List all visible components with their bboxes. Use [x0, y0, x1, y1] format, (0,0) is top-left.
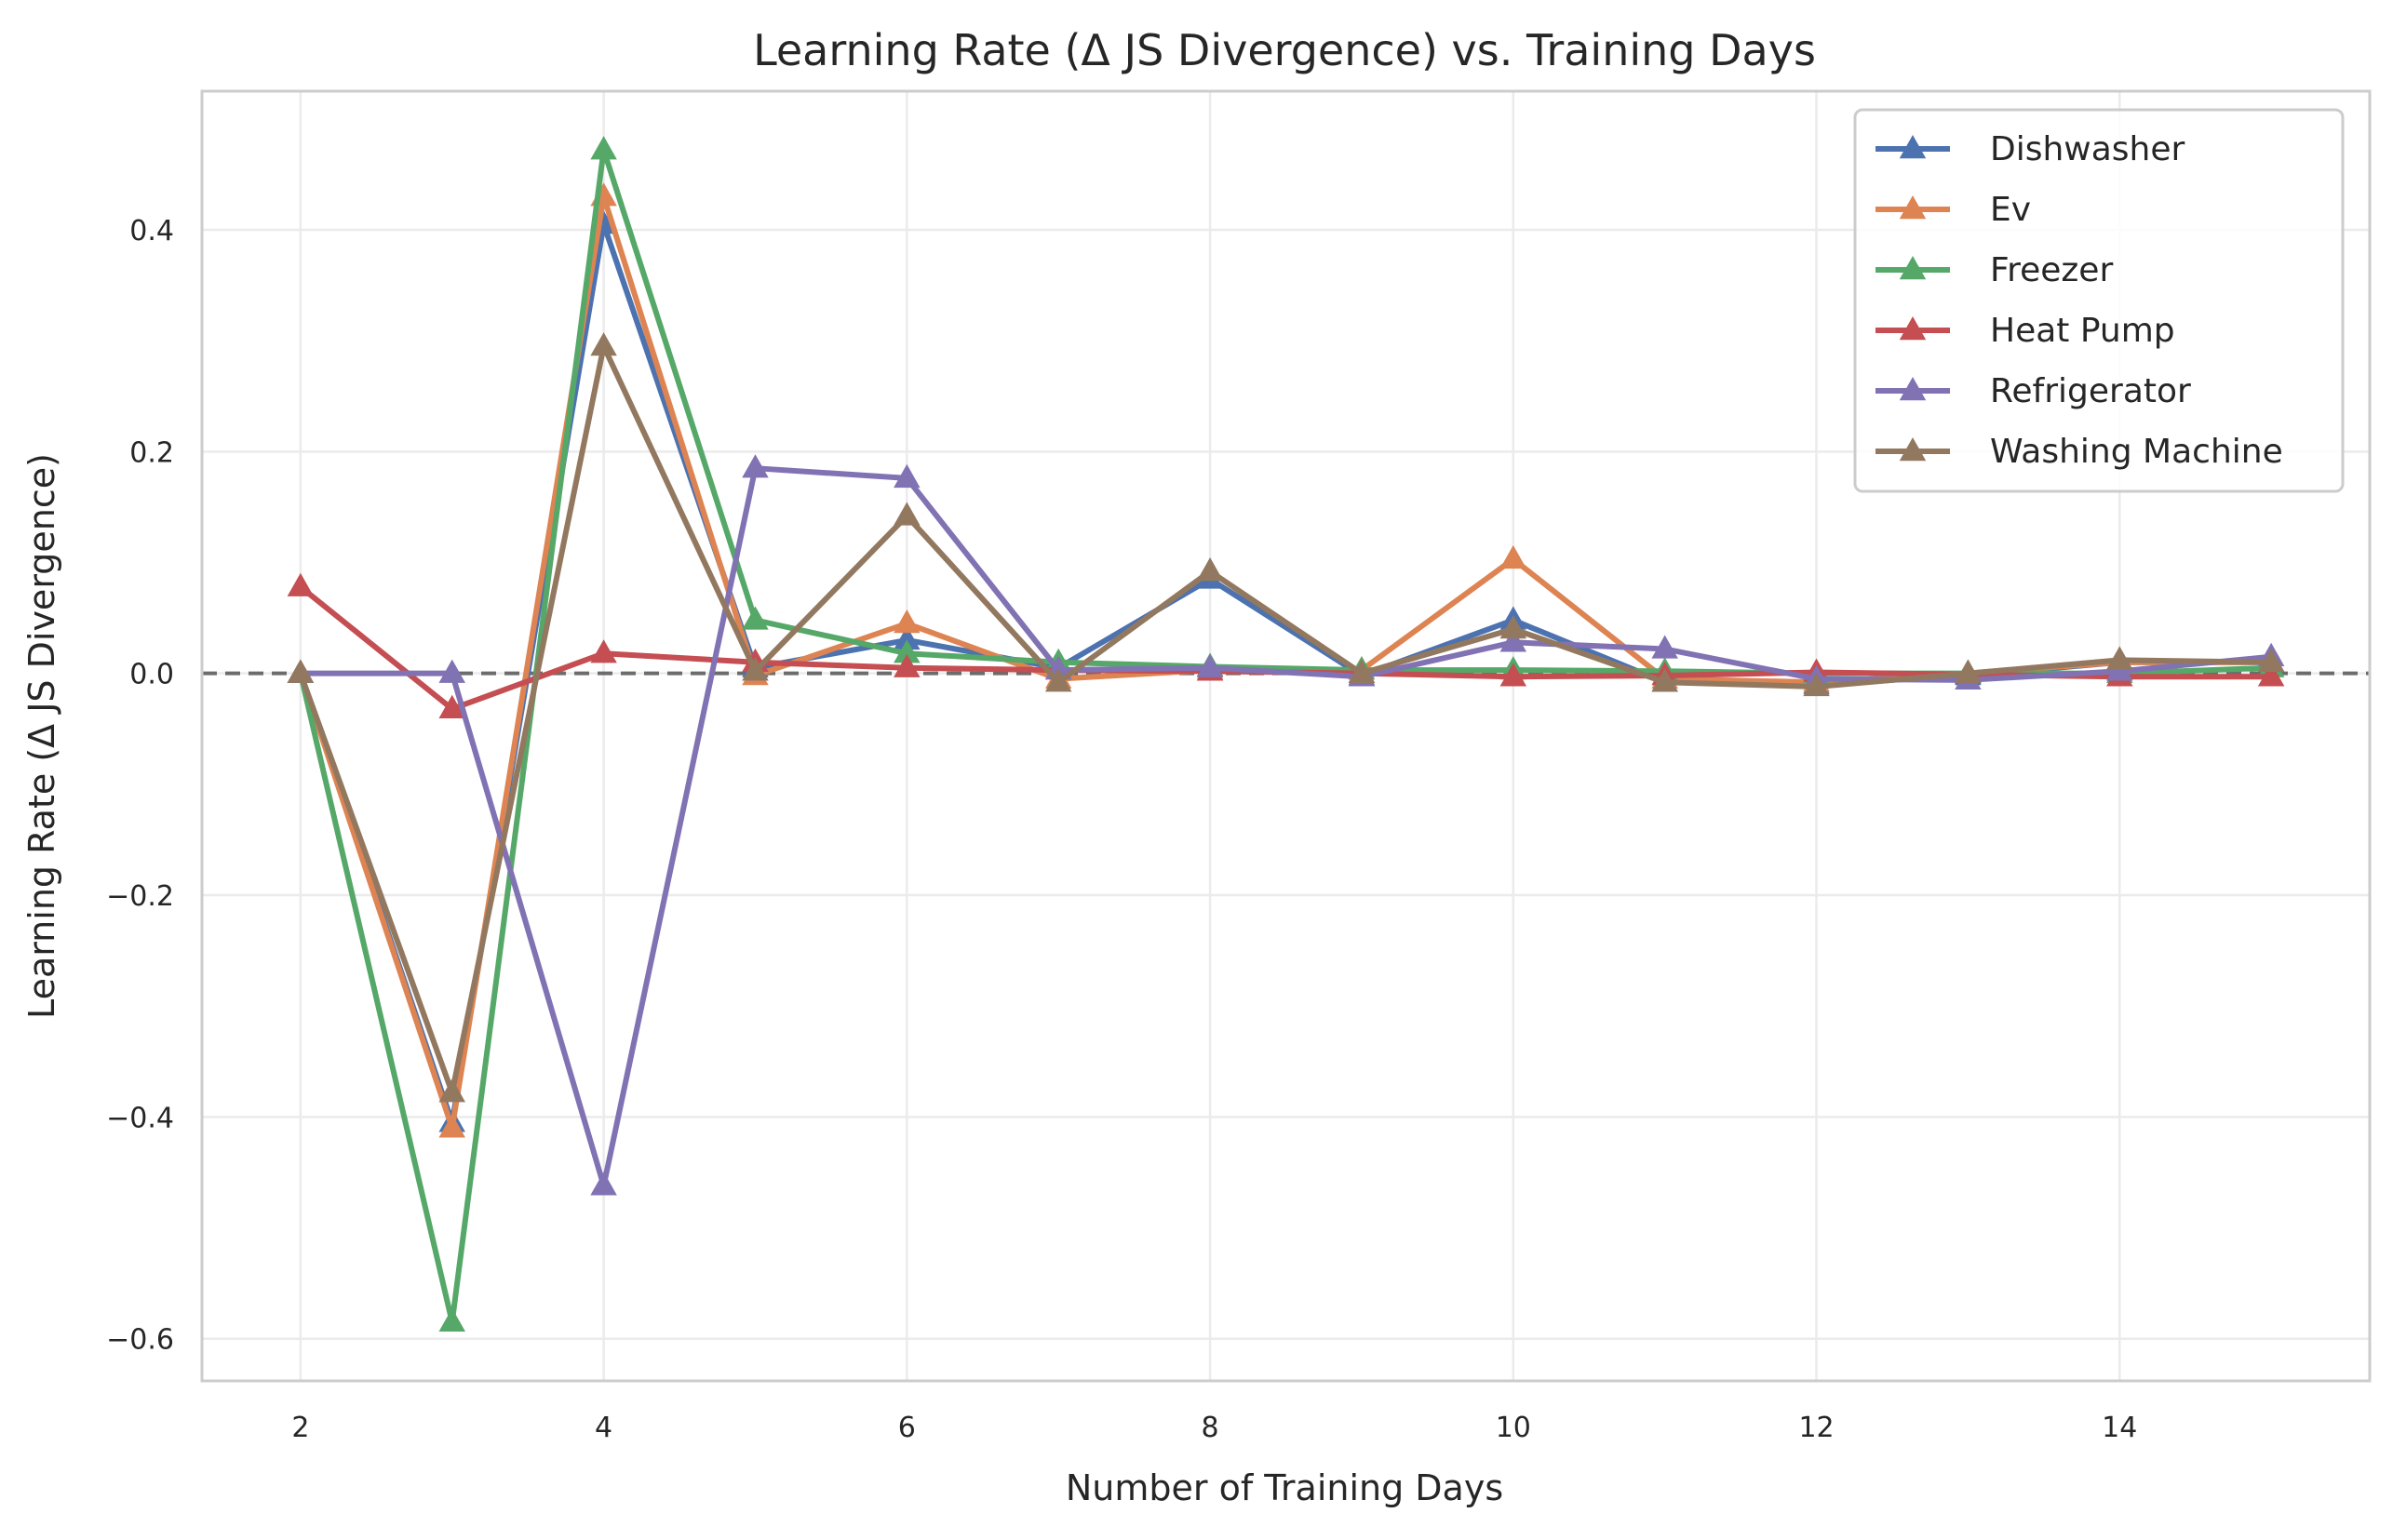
data-point-heat-pump: [894, 653, 921, 677]
data-point-washing-machine: [894, 502, 921, 526]
data-point-freezer: [590, 136, 617, 160]
series-line-heat-pump: [297, 583, 2275, 712]
legend-swatch-marker: [1899, 437, 1927, 462]
data-point-washing-machine: [1955, 659, 1982, 683]
x-tick-label: 12: [1798, 1412, 1834, 1444]
data-point-washing-machine: [1044, 668, 1072, 692]
y-tick-label: −0.2: [106, 880, 174, 913]
data-point-washing-machine: [2106, 646, 2133, 670]
legend-item-washing-machine: Washing Machine: [1875, 433, 2283, 471]
series-heat-pump: [287, 572, 2285, 719]
legend-item-refrigerator: Refrigerator: [1875, 372, 2191, 410]
x-axis-label: Number of Training Days: [1066, 1467, 1503, 1508]
x-tick-label: 4: [595, 1412, 612, 1444]
x-tick-label: 8: [1202, 1412, 1219, 1444]
x-tick-label: 10: [1496, 1412, 1531, 1444]
data-point-freezer: [438, 1307, 465, 1332]
series-refrigerator: [287, 454, 2285, 1196]
legend-label: Washing Machine: [1990, 433, 2283, 471]
legend-box: [1853, 108, 2345, 493]
y-tick-label: −0.4: [106, 1102, 174, 1134]
series-layer: [287, 136, 2285, 1332]
data-point-refrigerator: [1196, 653, 1224, 677]
legend-label: Refrigerator: [1990, 372, 2191, 410]
data-point-heat-pump: [438, 694, 465, 719]
x-tick-label: 6: [898, 1412, 916, 1444]
data-point-washing-machine: [438, 1078, 465, 1103]
y-tick-labels: −0.6 −0.4 −0.2 0.0 0.2 0.4: [106, 215, 174, 1357]
data-point-washing-machine: [287, 659, 315, 683]
data-point-washing-machine: [590, 332, 617, 356]
data-point-washing-machine: [742, 657, 769, 681]
data-point-dishwasher: [894, 625, 921, 650]
y-tick-label: −0.6: [106, 1324, 174, 1357]
legend-swatch-marker: [1899, 195, 1927, 220]
y-tick-label: 0.4: [129, 215, 174, 248]
data-point-refrigerator: [1651, 635, 1678, 659]
legend-item-freezer: Freezer: [1875, 251, 2113, 289]
data-point-washing-machine: [1651, 668, 1678, 692]
legend-item-ev: Ev: [1875, 191, 2031, 229]
legend-swatch-marker: [1899, 377, 1927, 401]
legend-swatch-marker: [1899, 256, 1927, 280]
y-axis-label: Learning Rate (Δ JS Divergence): [21, 453, 62, 1019]
legend-item-heat-pump: Heat Pump: [1875, 312, 2175, 350]
legend-label: Freezer: [1990, 251, 2113, 289]
y-tick-label: 0.0: [129, 659, 174, 691]
data-point-refrigerator: [742, 454, 769, 478]
legend-label: Dishwasher: [1990, 130, 2185, 168]
legend: Dishwasher Ev Freezer Heat Pump Refrigerator…: [1853, 108, 2345, 493]
legend-item-dishwasher: Dishwasher: [1875, 130, 2185, 168]
data-point-heat-pump: [2257, 663, 2285, 687]
data-point-washing-machine: [1499, 614, 1527, 639]
data-point-ev: [894, 609, 921, 634]
data-point-freezer: [742, 606, 769, 630]
legend-label: Ev: [1990, 191, 2031, 229]
data-point-heat-pump: [590, 639, 617, 663]
y-tick-label: 0.2: [129, 436, 174, 469]
data-point-washing-machine: [2257, 648, 2285, 672]
x-tick-label: 14: [2102, 1412, 2137, 1444]
data-point-washing-machine: [1196, 557, 1224, 582]
chart-title: Learning Rate (Δ JS Divergence) vs. Trai…: [753, 25, 1816, 75]
x-tick-labels: 2 4 6 8 10 12 14: [291, 1412, 2137, 1444]
x-tick-label: 2: [291, 1412, 309, 1444]
legend-swatch-marker: [1899, 316, 1927, 341]
series-line-washing-machine: [297, 343, 2275, 1096]
legend-swatch-marker: [1899, 135, 1927, 159]
data-point-heat-pump: [287, 572, 315, 596]
data-point-heat-pump: [1499, 663, 1527, 687]
data-point-ev: [438, 1114, 465, 1138]
data-point-ev: [1499, 544, 1527, 569]
data-point-washing-machine: [1803, 672, 1830, 697]
data-point-refrigerator: [894, 463, 921, 489]
data-point-refrigerator: [1499, 628, 1527, 652]
data-point-refrigerator: [590, 1172, 617, 1196]
data-point-washing-machine: [1348, 659, 1376, 683]
data-point-freezer: [894, 639, 921, 663]
plot-frame: [200, 89, 2372, 1383]
series-washing-machine: [287, 332, 2285, 1103]
series-line-refrigerator: [297, 465, 2275, 1189]
legend-label: Heat Pump: [1990, 312, 2175, 350]
data-point-refrigerator: [438, 659, 465, 683]
